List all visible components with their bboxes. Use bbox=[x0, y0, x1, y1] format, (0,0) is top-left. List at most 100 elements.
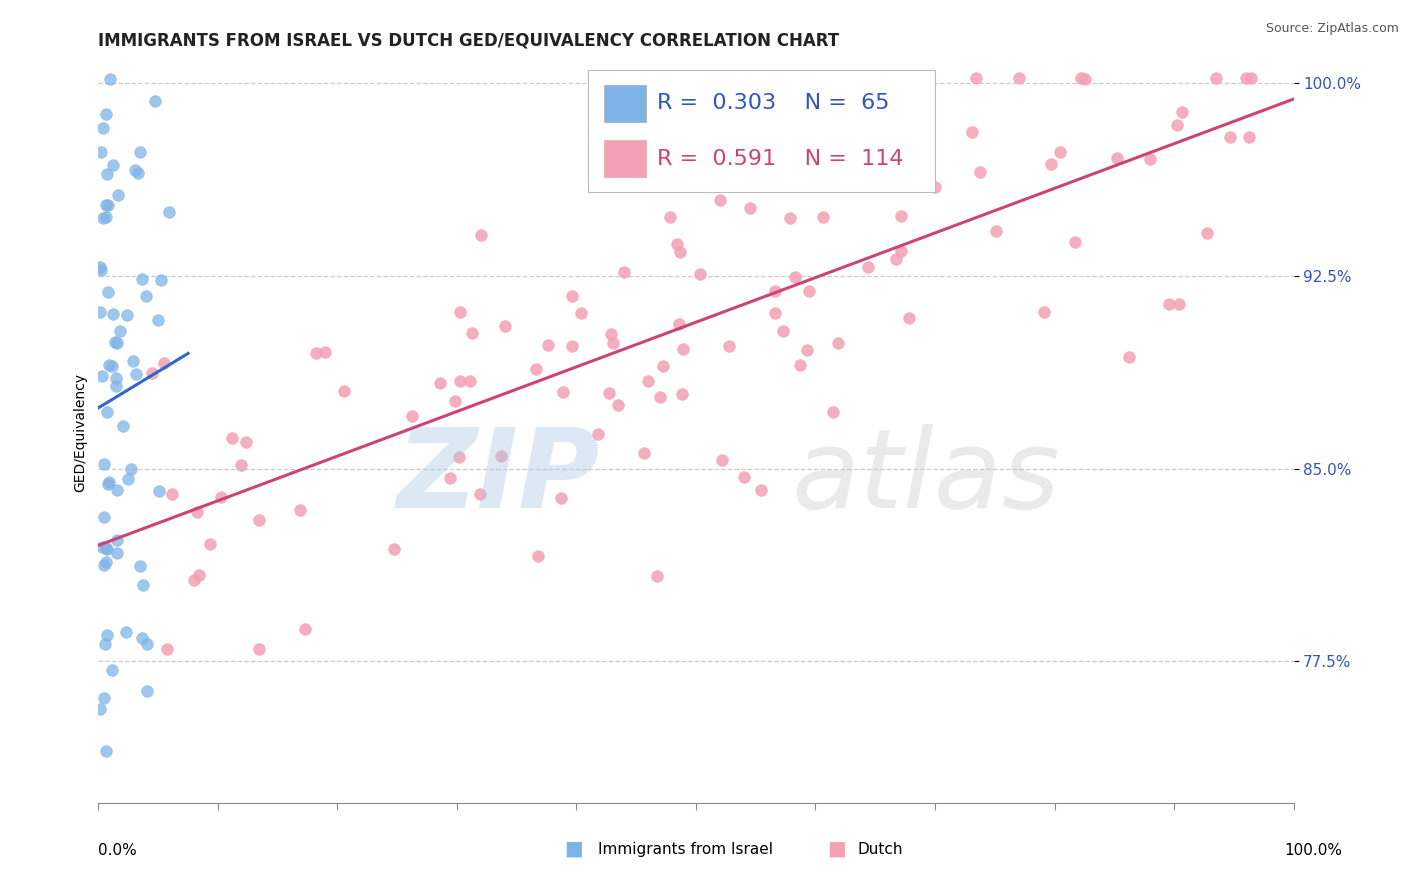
Point bbox=[1167, 297, 1189, 311]
Point bbox=[160, 486, 183, 500]
Point bbox=[821, 405, 844, 419]
Point bbox=[314, 344, 336, 359]
Point bbox=[91, 540, 114, 554]
Point bbox=[290, 503, 312, 517]
Point bbox=[132, 578, 155, 592]
Point bbox=[651, 359, 673, 373]
Point bbox=[1063, 235, 1085, 249]
Point bbox=[470, 227, 492, 242]
Point bbox=[1219, 129, 1241, 144]
Point bbox=[752, 161, 775, 175]
Point bbox=[561, 289, 583, 303]
Point bbox=[733, 470, 755, 484]
Point bbox=[470, 487, 492, 501]
Point bbox=[110, 324, 132, 338]
Point bbox=[131, 272, 153, 286]
Point bbox=[789, 358, 811, 372]
Point bbox=[700, 140, 723, 154]
Point bbox=[571, 306, 593, 320]
Point bbox=[668, 318, 690, 332]
Point bbox=[294, 622, 316, 636]
Point bbox=[763, 284, 786, 298]
Point bbox=[94, 637, 117, 651]
Point bbox=[94, 107, 117, 121]
Point bbox=[911, 153, 934, 167]
Point bbox=[221, 431, 243, 445]
Point bbox=[93, 558, 115, 573]
Point bbox=[96, 168, 118, 182]
Point bbox=[439, 471, 461, 485]
Point bbox=[856, 260, 879, 275]
Point bbox=[127, 166, 149, 180]
Point bbox=[1007, 70, 1029, 85]
Point bbox=[96, 628, 118, 642]
Point bbox=[98, 359, 121, 373]
Point bbox=[150, 273, 173, 287]
Point bbox=[858, 140, 880, 154]
Point bbox=[136, 684, 159, 698]
Point bbox=[94, 555, 117, 569]
Point bbox=[429, 376, 451, 390]
Text: ▪: ▪ bbox=[827, 835, 846, 863]
Point bbox=[1170, 104, 1192, 119]
Point bbox=[717, 339, 740, 353]
Point bbox=[443, 394, 465, 409]
Point bbox=[97, 198, 120, 212]
Point bbox=[751, 483, 773, 497]
Point bbox=[104, 334, 127, 349]
Point bbox=[449, 305, 471, 319]
Point bbox=[647, 569, 669, 583]
Point bbox=[186, 505, 208, 519]
Point bbox=[107, 187, 129, 202]
Point bbox=[96, 542, 118, 557]
Point bbox=[97, 285, 120, 299]
Point bbox=[1197, 226, 1219, 240]
Point bbox=[105, 533, 128, 547]
Point bbox=[779, 211, 801, 226]
FancyBboxPatch shape bbox=[589, 70, 935, 192]
Point bbox=[198, 537, 221, 551]
Point bbox=[93, 509, 115, 524]
Point bbox=[183, 573, 205, 587]
Point bbox=[105, 546, 128, 560]
Point bbox=[129, 558, 152, 573]
Point bbox=[89, 701, 111, 715]
Text: Immigrants from Israel: Immigrants from Israel bbox=[598, 842, 772, 856]
Point bbox=[890, 153, 912, 167]
Point bbox=[247, 513, 270, 527]
Point bbox=[811, 210, 834, 224]
Point bbox=[146, 313, 169, 327]
Point bbox=[960, 125, 983, 139]
Point bbox=[738, 201, 761, 215]
Point bbox=[763, 306, 786, 320]
Point bbox=[783, 270, 806, 285]
Point bbox=[637, 374, 659, 388]
Point bbox=[898, 311, 921, 326]
Point bbox=[852, 106, 875, 120]
Point bbox=[827, 336, 849, 351]
Point bbox=[524, 362, 547, 376]
Point bbox=[1157, 297, 1180, 311]
Point bbox=[101, 663, 124, 677]
Point bbox=[117, 472, 139, 486]
Point bbox=[153, 356, 176, 370]
Point bbox=[606, 398, 628, 412]
Point bbox=[333, 384, 356, 398]
Text: R =  0.303    N =  65: R = 0.303 N = 65 bbox=[657, 93, 889, 113]
Point bbox=[709, 193, 731, 207]
Point bbox=[986, 224, 1008, 238]
Point bbox=[890, 244, 912, 258]
Point bbox=[120, 461, 142, 475]
Point bbox=[1033, 305, 1056, 319]
Point bbox=[1205, 70, 1227, 85]
Point bbox=[458, 375, 481, 389]
Point bbox=[98, 72, 121, 87]
Point bbox=[124, 368, 146, 382]
Y-axis label: GED/Equivalency: GED/Equivalency bbox=[73, 373, 87, 492]
Point bbox=[884, 252, 907, 267]
Point bbox=[796, 343, 818, 358]
Point bbox=[489, 449, 512, 463]
Point bbox=[101, 158, 124, 172]
Point bbox=[1040, 157, 1063, 171]
Point bbox=[536, 338, 558, 352]
